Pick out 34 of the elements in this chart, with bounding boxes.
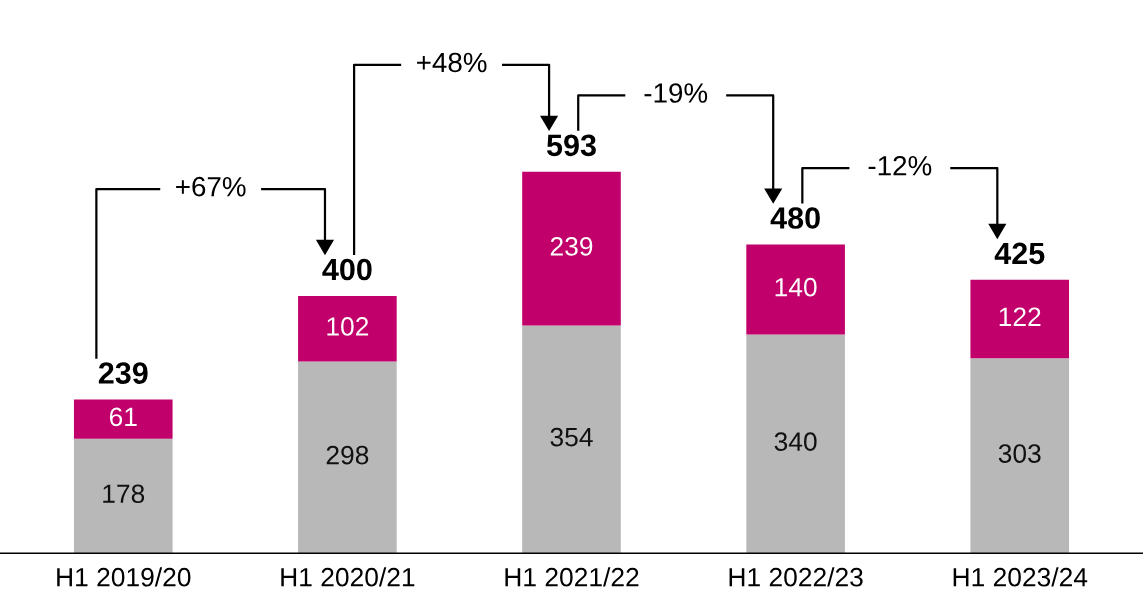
bar	[298, 361, 397, 554]
annotation: +67%	[176, 176, 246, 197]
bar	[73, 399, 173, 439]
bar	[746, 334, 845, 554]
data-label: 102	[327, 317, 369, 336]
text: +48%	[417, 52, 487, 73]
data-label: 239	[550, 237, 593, 256]
x-tick-label: H1 2020/21	[281, 567, 415, 587]
x-tick-label: H1 2023/24	[953, 567, 1088, 587]
text: -19%	[644, 83, 708, 103]
bar	[73, 438, 173, 554]
total-label: 480	[770, 207, 820, 229]
bar	[298, 295, 397, 362]
bar	[522, 171, 621, 326]
data-label: 340	[774, 432, 817, 451]
total-label: 593	[546, 134, 596, 157]
total-label: 239	[98, 362, 148, 384]
bar	[522, 325, 621, 554]
total-label: 400	[322, 258, 372, 281]
bar	[746, 244, 845, 335]
data-label: 178	[103, 484, 145, 504]
data-label: 303	[998, 444, 1041, 463]
x-tick-label: H1 2022/23	[729, 567, 863, 587]
data-label: 61	[109, 407, 137, 427]
bar	[970, 279, 1070, 359]
annotation: -12%	[868, 155, 932, 176]
data-label: 354	[550, 427, 593, 447]
bar	[970, 358, 1070, 554]
x-tick-label: H1 2019/20	[57, 567, 191, 587]
data-label: 298	[326, 445, 369, 465]
data-label: 140	[775, 277, 817, 297]
x-tick-label: H1 2021/22	[505, 567, 639, 587]
data-label: 122	[999, 307, 1041, 326]
total-label: 425	[994, 242, 1045, 265]
